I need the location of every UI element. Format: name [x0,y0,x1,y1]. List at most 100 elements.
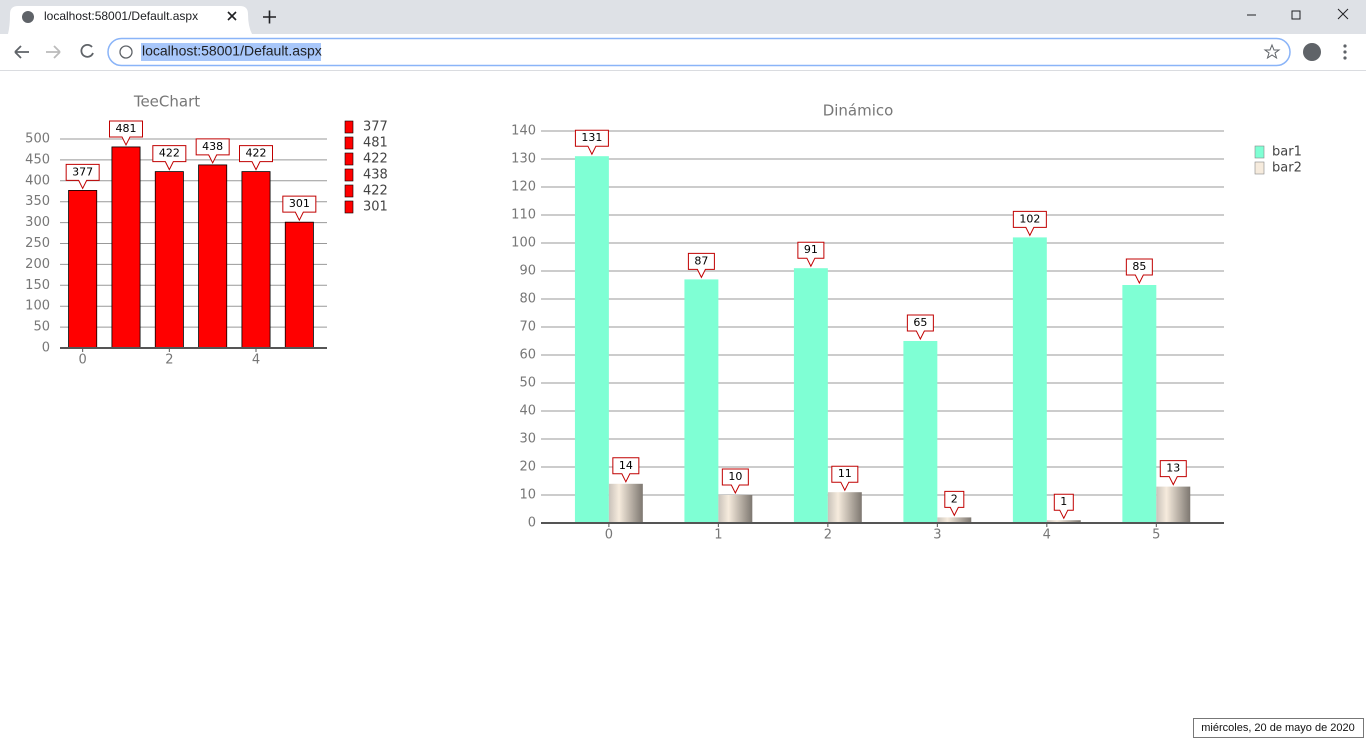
callout [944,490,965,517]
callout [797,241,825,268]
y-tick-label: 70 [519,320,536,335]
data-label: 2 [951,492,958,505]
callout [195,138,230,165]
legend-swatch [1254,145,1265,159]
legend-label: bar1 [1272,145,1302,160]
data-label: 422 [246,147,267,160]
reload-button[interactable] [80,43,94,58]
menu[interactable] [1343,44,1347,60]
y-tick-label: 500 [25,132,50,147]
bar [111,146,141,349]
y-tick-label: 100 [25,299,50,314]
bar [198,164,228,349]
y-tick-label: 300 [25,215,50,230]
tab[interactable] [8,6,252,34]
site-info[interactable] [119,45,133,59]
y-tick-label: 10 [519,488,536,503]
y-tick-label: 140 [511,124,536,139]
callout [687,252,715,279]
bar [68,190,98,349]
bar [241,171,271,349]
new-tab[interactable] [263,10,276,24]
x-tick-label: 5 [1152,528,1160,543]
x-tick-label: 3 [933,528,941,543]
bookmark-star[interactable] [1263,43,1281,60]
bar [1122,285,1157,523]
x-tick-label: 2 [165,353,173,368]
back-button[interactable] [14,45,29,59]
callout [152,145,187,171]
callout [282,195,317,222]
data-label: 422 [159,147,180,160]
data-label: 10 [728,470,742,483]
y-tick-label: 250 [25,236,50,251]
bar [154,171,184,349]
legend-swatch [1254,161,1265,175]
tab-close[interactable] [227,11,237,21]
y-tick-label: 200 [25,257,50,272]
callout [65,163,100,190]
legend-swatch [344,200,354,214]
restore[interactable] [1291,10,1301,20]
y-tick-label: 50 [519,376,536,391]
bar [718,495,753,523]
x-tick-label: 0 [605,528,613,543]
data-label: 13 [1166,462,1180,475]
data-label: 65 [913,316,927,329]
forward-button[interactable] [46,45,61,59]
bar [793,268,828,523]
legend-swatch [344,152,354,166]
url[interactable]: localhost:58001/Default.aspx [142,43,322,59]
y-tick-label: 80 [519,292,536,307]
legend-label: 481 [363,136,388,151]
x-tick-label: 1 [714,528,722,543]
address-bar[interactable] [107,37,1291,67]
y-tick-label: 100 [511,236,536,251]
profile[interactable] [1303,43,1321,61]
legend-swatch [344,120,354,134]
callout [1012,210,1047,237]
chart-title: Dinámico [823,102,894,120]
callout [1053,493,1074,520]
data-label: 438 [202,140,223,153]
y-tick-label: 0 [42,341,50,356]
url-selection [141,43,321,61]
y-tick-label: 20 [519,460,536,475]
legend-label: 301 [363,200,388,215]
bar [903,341,938,523]
y-tick-label: 40 [519,404,536,419]
legend-swatch [344,184,354,198]
bar [684,279,719,523]
data-label: 11 [838,467,852,480]
callout [906,314,934,341]
data-label: 14 [619,459,633,472]
browser-chrome: localhost:58001/Default.aspx localhost:5… [0,0,1366,71]
callout [721,468,749,495]
data-label: 131 [581,131,602,144]
legend-label: 422 [363,152,388,167]
chart-title: TeeChart [133,93,200,111]
data-label: 301 [289,197,310,210]
bar [284,221,314,349]
y-tick-label: 130 [511,152,536,167]
legend-label: 422 [363,184,388,199]
bar [827,492,862,523]
close-window[interactable] [1337,8,1349,20]
bar [608,483,643,523]
callout [1125,258,1153,285]
x-tick-label: 4 [1043,528,1051,543]
y-tick-label: 60 [519,348,536,363]
y-tick-label: 90 [519,264,536,279]
x-tick-label: 0 [79,353,87,368]
y-tick-label: 400 [25,173,50,188]
tab-favicon [22,11,34,23]
y-tick-label: 0 [528,516,536,531]
tab-title[interactable]: localhost:58001/Default.aspx [44,9,198,23]
legend-swatch [344,136,354,150]
x-tick-label: 2 [824,528,832,543]
callout [239,145,273,171]
data-label: 481 [116,122,137,135]
data-label: 87 [694,254,708,267]
